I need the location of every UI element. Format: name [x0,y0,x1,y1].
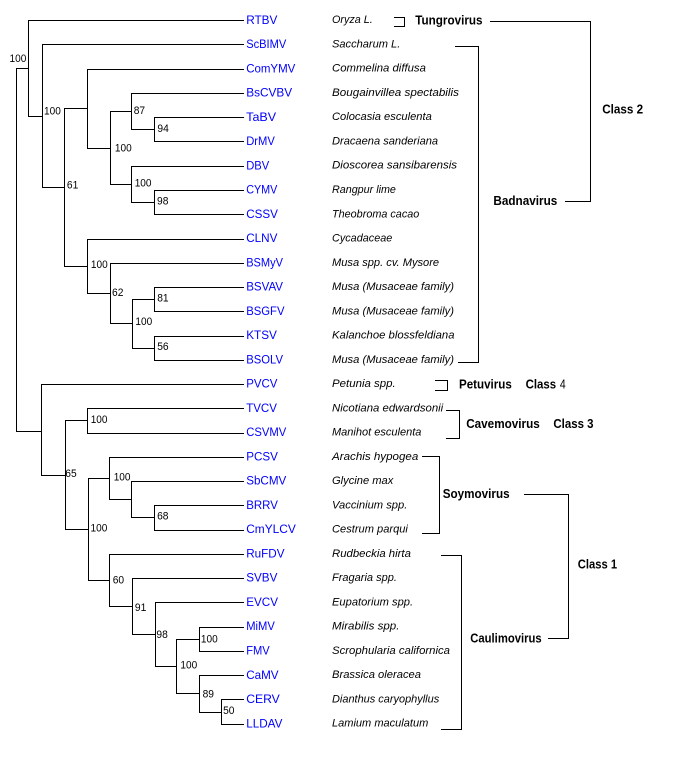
svg-text:68: 68 [157,511,168,523]
svg-text:62: 62 [112,287,123,299]
svg-text:Theobroma cacao: Theobroma cacao [332,208,419,220]
svg-text:Arachis hypogea: Arachis hypogea [331,451,418,463]
svg-text:Rudbeckia hirta: Rudbeckia hirta [332,548,411,560]
svg-text:Rangpur lime: Rangpur lime [332,184,396,196]
svg-text:CERV: CERV [246,692,280,706]
svg-text:ComYMV: ComYMV [246,61,296,75]
svg-text:Musa (Musaceae family): Musa (Musaceae family) [332,305,454,317]
svg-text:100: 100 [114,472,131,484]
svg-text:Manihot esculenta: Manihot esculenta [332,427,421,439]
svg-text:61: 61 [67,179,78,191]
svg-text:CYMV: CYMV [246,183,278,197]
svg-text:BSVAV: BSVAV [246,280,283,294]
svg-text:RTBV: RTBV [246,13,278,27]
svg-text:Class 1: Class 1 [578,558,617,572]
svg-text:100: 100 [91,259,108,271]
svg-text:100: 100 [44,106,61,118]
svg-text:SVBV: SVBV [246,571,278,585]
svg-text:PVCV: PVCV [246,377,278,391]
svg-text:DBV: DBV [246,158,270,172]
svg-text:BRRV: BRRV [246,498,278,512]
svg-text:Class 2: Class 2 [602,103,643,117]
svg-text:Cestrum parqui: Cestrum parqui [332,524,408,536]
svg-text:Musa (Musaceae family): Musa (Musaceae family) [332,354,454,366]
svg-text:RuFDV: RuFDV [246,547,285,561]
svg-text:MiMV: MiMV [246,619,275,633]
svg-text:87: 87 [134,105,145,117]
svg-text:Commelina diffusa: Commelina diffusa [332,63,426,75]
svg-text:FMV: FMV [246,644,270,658]
svg-text:DrMV: DrMV [246,134,275,148]
svg-text:Badnavirus: Badnavirus [493,194,557,208]
svg-text:CaMV: CaMV [246,668,279,682]
svg-text:Caulimovirus: Caulimovirus [470,631,541,645]
svg-text:Mirabilis spp.: Mirabilis spp. [332,621,399,633]
svg-text:Scrophularia californica: Scrophularia californica [332,645,450,657]
svg-text:100: 100 [135,177,152,189]
svg-text:Nicotiana edwardsonii: Nicotiana edwardsonii [332,402,444,414]
svg-text:Bougainvillea spectabilis: Bougainvillea spectabilis [332,87,459,99]
svg-text:Cavemovirus: Cavemovirus [466,417,540,431]
svg-text:91: 91 [135,602,146,614]
svg-text:60: 60 [113,575,124,587]
svg-text:100: 100 [91,414,108,426]
svg-text:98: 98 [157,195,168,207]
svg-text:65: 65 [65,468,76,480]
svg-text:Colocasia esculenta: Colocasia esculenta [332,111,432,123]
svg-text:EVCV: EVCV [246,595,278,609]
svg-text:Cycadaceae: Cycadaceae [332,233,392,245]
svg-text:100: 100 [115,143,132,155]
svg-text:CSVMV: CSVMV [246,425,287,439]
svg-text:Musa (Musaceae family): Musa (Musaceae family) [332,281,454,293]
svg-text:Vaccinium spp.: Vaccinium spp. [332,499,407,511]
svg-text:81: 81 [157,293,168,305]
svg-text:Oryza L.: Oryza L. [332,14,373,26]
svg-text:4: 4 [560,378,566,392]
svg-text:100: 100 [10,53,27,65]
svg-text:CmYLCV: CmYLCV [246,522,296,536]
svg-text:Glycine max: Glycine max [332,475,394,487]
svg-text:BSMyV: BSMyV [246,255,283,269]
svg-text:BSGFV: BSGFV [246,304,285,318]
svg-text:98: 98 [156,629,167,641]
svg-text:CSSV: CSSV [246,207,278,221]
svg-text:100: 100 [180,660,197,672]
svg-text:TaBV: TaBV [246,110,277,124]
svg-text:BsCVBV: BsCVBV [246,86,293,100]
svg-text:Class: Class [526,378,557,392]
svg-text:Dracaena sanderiana: Dracaena sanderiana [332,136,438,148]
svg-text:LLDAV: LLDAV [246,716,283,730]
svg-text:BSOLV: BSOLV [246,352,283,366]
svg-text:Petuvirus: Petuvirus [459,378,512,392]
svg-text:Saccharum L.: Saccharum L. [332,39,400,51]
svg-text:Class 3: Class 3 [553,417,593,431]
svg-text:Petunia spp.: Petunia spp. [332,378,396,390]
svg-text:Lamium maculatum: Lamium maculatum [332,718,428,730]
svg-text:Eupatorium spp.: Eupatorium spp. [332,596,413,608]
svg-text:ScBIMV: ScBIMV [246,37,287,51]
svg-text:CLNV: CLNV [246,231,278,245]
svg-text:Soymovirus: Soymovirus [443,487,510,501]
svg-text:Tungrovirus: Tungrovirus [415,14,482,28]
svg-text:Dioscorea sansibarensis: Dioscorea sansibarensis [332,160,458,172]
svg-text:89: 89 [203,688,214,700]
svg-text:TVCV: TVCV [246,401,277,415]
svg-text:Dianthus caryophyllus: Dianthus caryophyllus [332,693,440,705]
svg-text:PCSV: PCSV [246,449,278,463]
svg-text:100: 100 [135,316,152,328]
svg-text:50: 50 [223,705,234,717]
svg-text:100: 100 [201,634,218,646]
svg-text:Fragaria spp.: Fragaria spp. [332,572,397,584]
svg-text:94: 94 [157,123,168,135]
svg-text:Musa spp. cv. Mysore: Musa spp. cv. Mysore [332,257,439,269]
svg-text:56: 56 [157,341,168,353]
svg-text:100: 100 [91,523,108,535]
svg-text:KTSV: KTSV [246,328,277,342]
svg-text:Kalanchoe blossfeldiana: Kalanchoe blossfeldiana [332,330,455,342]
svg-text:Brassica oleracea: Brassica oleracea [332,669,421,681]
svg-text:SbCMV: SbCMV [246,474,287,488]
